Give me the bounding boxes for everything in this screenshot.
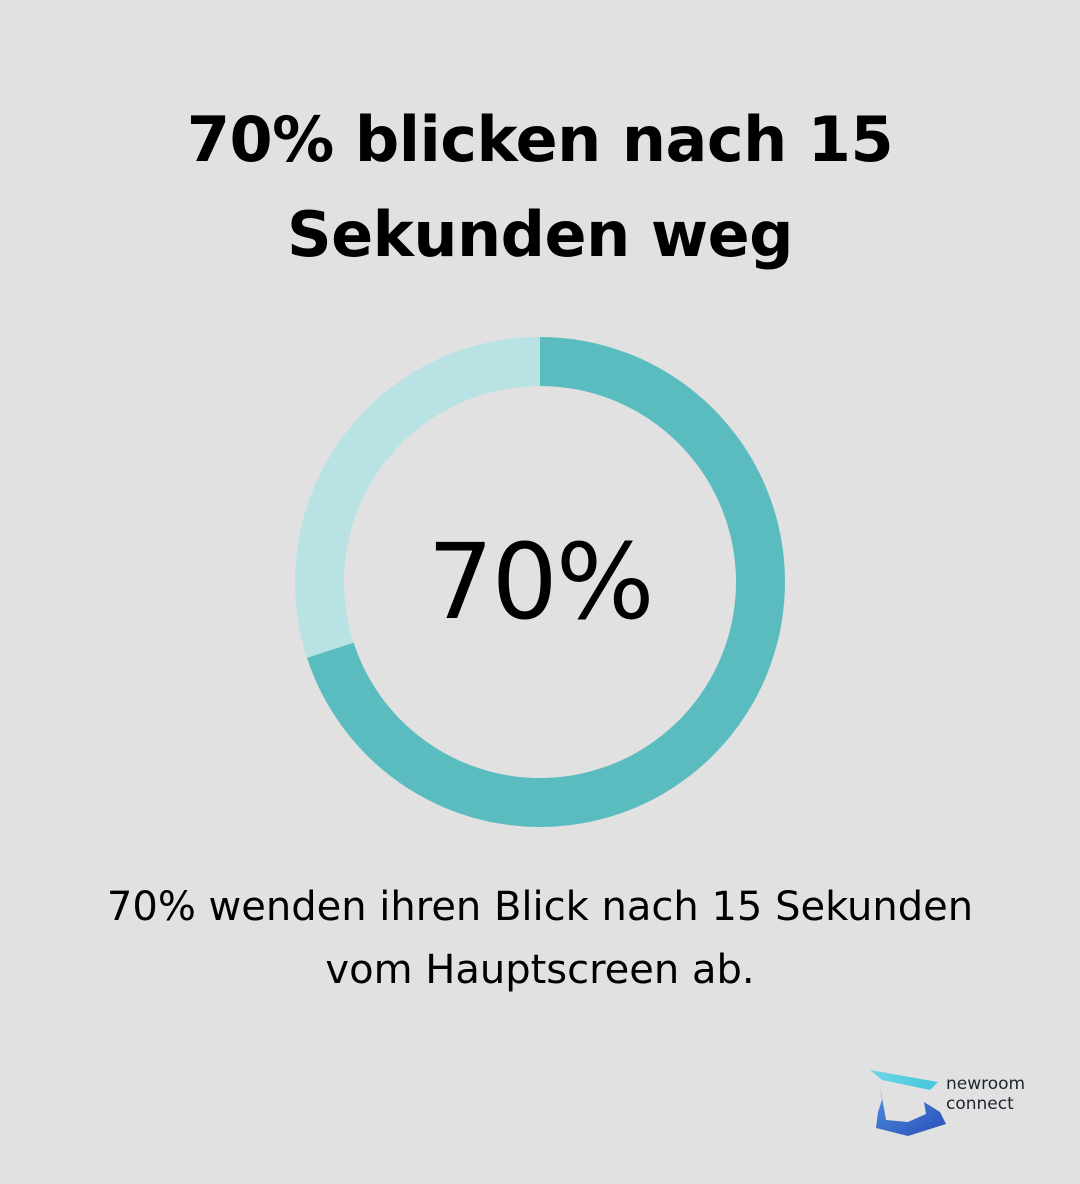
logo-line-2: connect: [946, 1094, 1014, 1114]
newroom-connect-logo: newroom connect: [868, 1066, 1048, 1138]
chart-caption: 70% wenden ihren Blick nach 15 Sekunden …: [106, 884, 974, 993]
donut-center-label: 70%: [427, 521, 654, 643]
donut-svg: [294, 337, 785, 827]
logo-text: newroom connect: [946, 1074, 1025, 1114]
donut-chart: [290, 332, 790, 832]
chart-title: 70% blicken nach 15 Sekunden weg: [186, 103, 894, 271]
logo-mark-icon: [870, 1070, 946, 1136]
logo-line-1: newroom: [946, 1074, 1026, 1094]
donut-slice-1: [294, 337, 540, 658]
